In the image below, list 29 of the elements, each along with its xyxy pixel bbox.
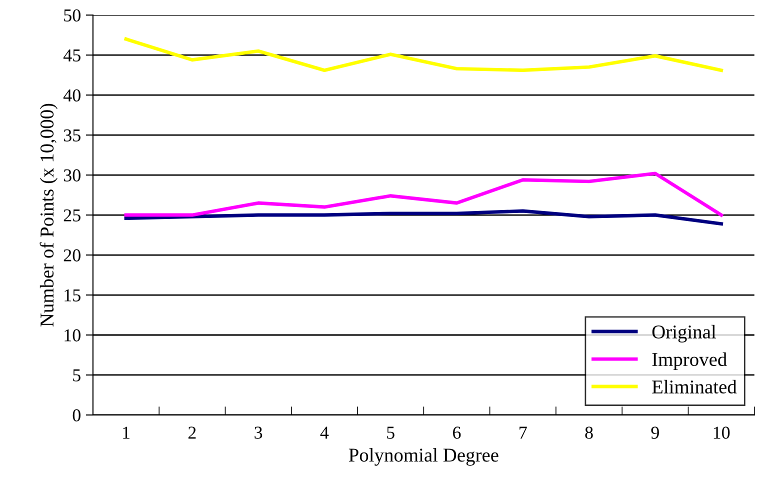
y-tick-label: 35 (64, 129, 80, 142)
y-tick-label: 25 (64, 209, 80, 222)
y-tick-label: 45 (63, 49, 80, 62)
x-axis-title: Polynomial Degree (348, 448, 498, 466)
line-series (124, 172, 724, 217)
y-tick-label: 0 (72, 409, 80, 422)
x-tick-label: 3 (254, 426, 262, 439)
x-tick-label: 4 (320, 426, 329, 439)
y-tick-label: 40 (63, 89, 80, 102)
x-tick-label: 7 (520, 426, 527, 439)
line-series (124, 37, 724, 72)
y-tick-label: 30 (64, 169, 80, 182)
x-tick-label: 5 (387, 426, 394, 439)
x-tick-label: 9 (651, 426, 659, 439)
x-tick-label: 1 (123, 426, 130, 439)
legend-label: Original (652, 324, 716, 343)
x-tick-label: 8 (585, 426, 593, 439)
legend-label: Eliminated (652, 380, 737, 394)
y-tick-label: 50 (64, 9, 80, 22)
y-tick-label: 15 (64, 289, 80, 302)
y-tick-label: 5 (73, 369, 80, 382)
y-tick-label: 20 (64, 249, 80, 262)
y-tick-label: 10 (64, 329, 80, 342)
line-series (124, 209, 724, 226)
x-tick-label: 6 (453, 426, 461, 439)
x-tick-label: 2 (188, 426, 196, 439)
y-axis-title: Number of Points (x 10,000) (40, 104, 58, 327)
legend-label: Improved (652, 352, 727, 370)
x-tick-label: 10 (714, 426, 730, 439)
